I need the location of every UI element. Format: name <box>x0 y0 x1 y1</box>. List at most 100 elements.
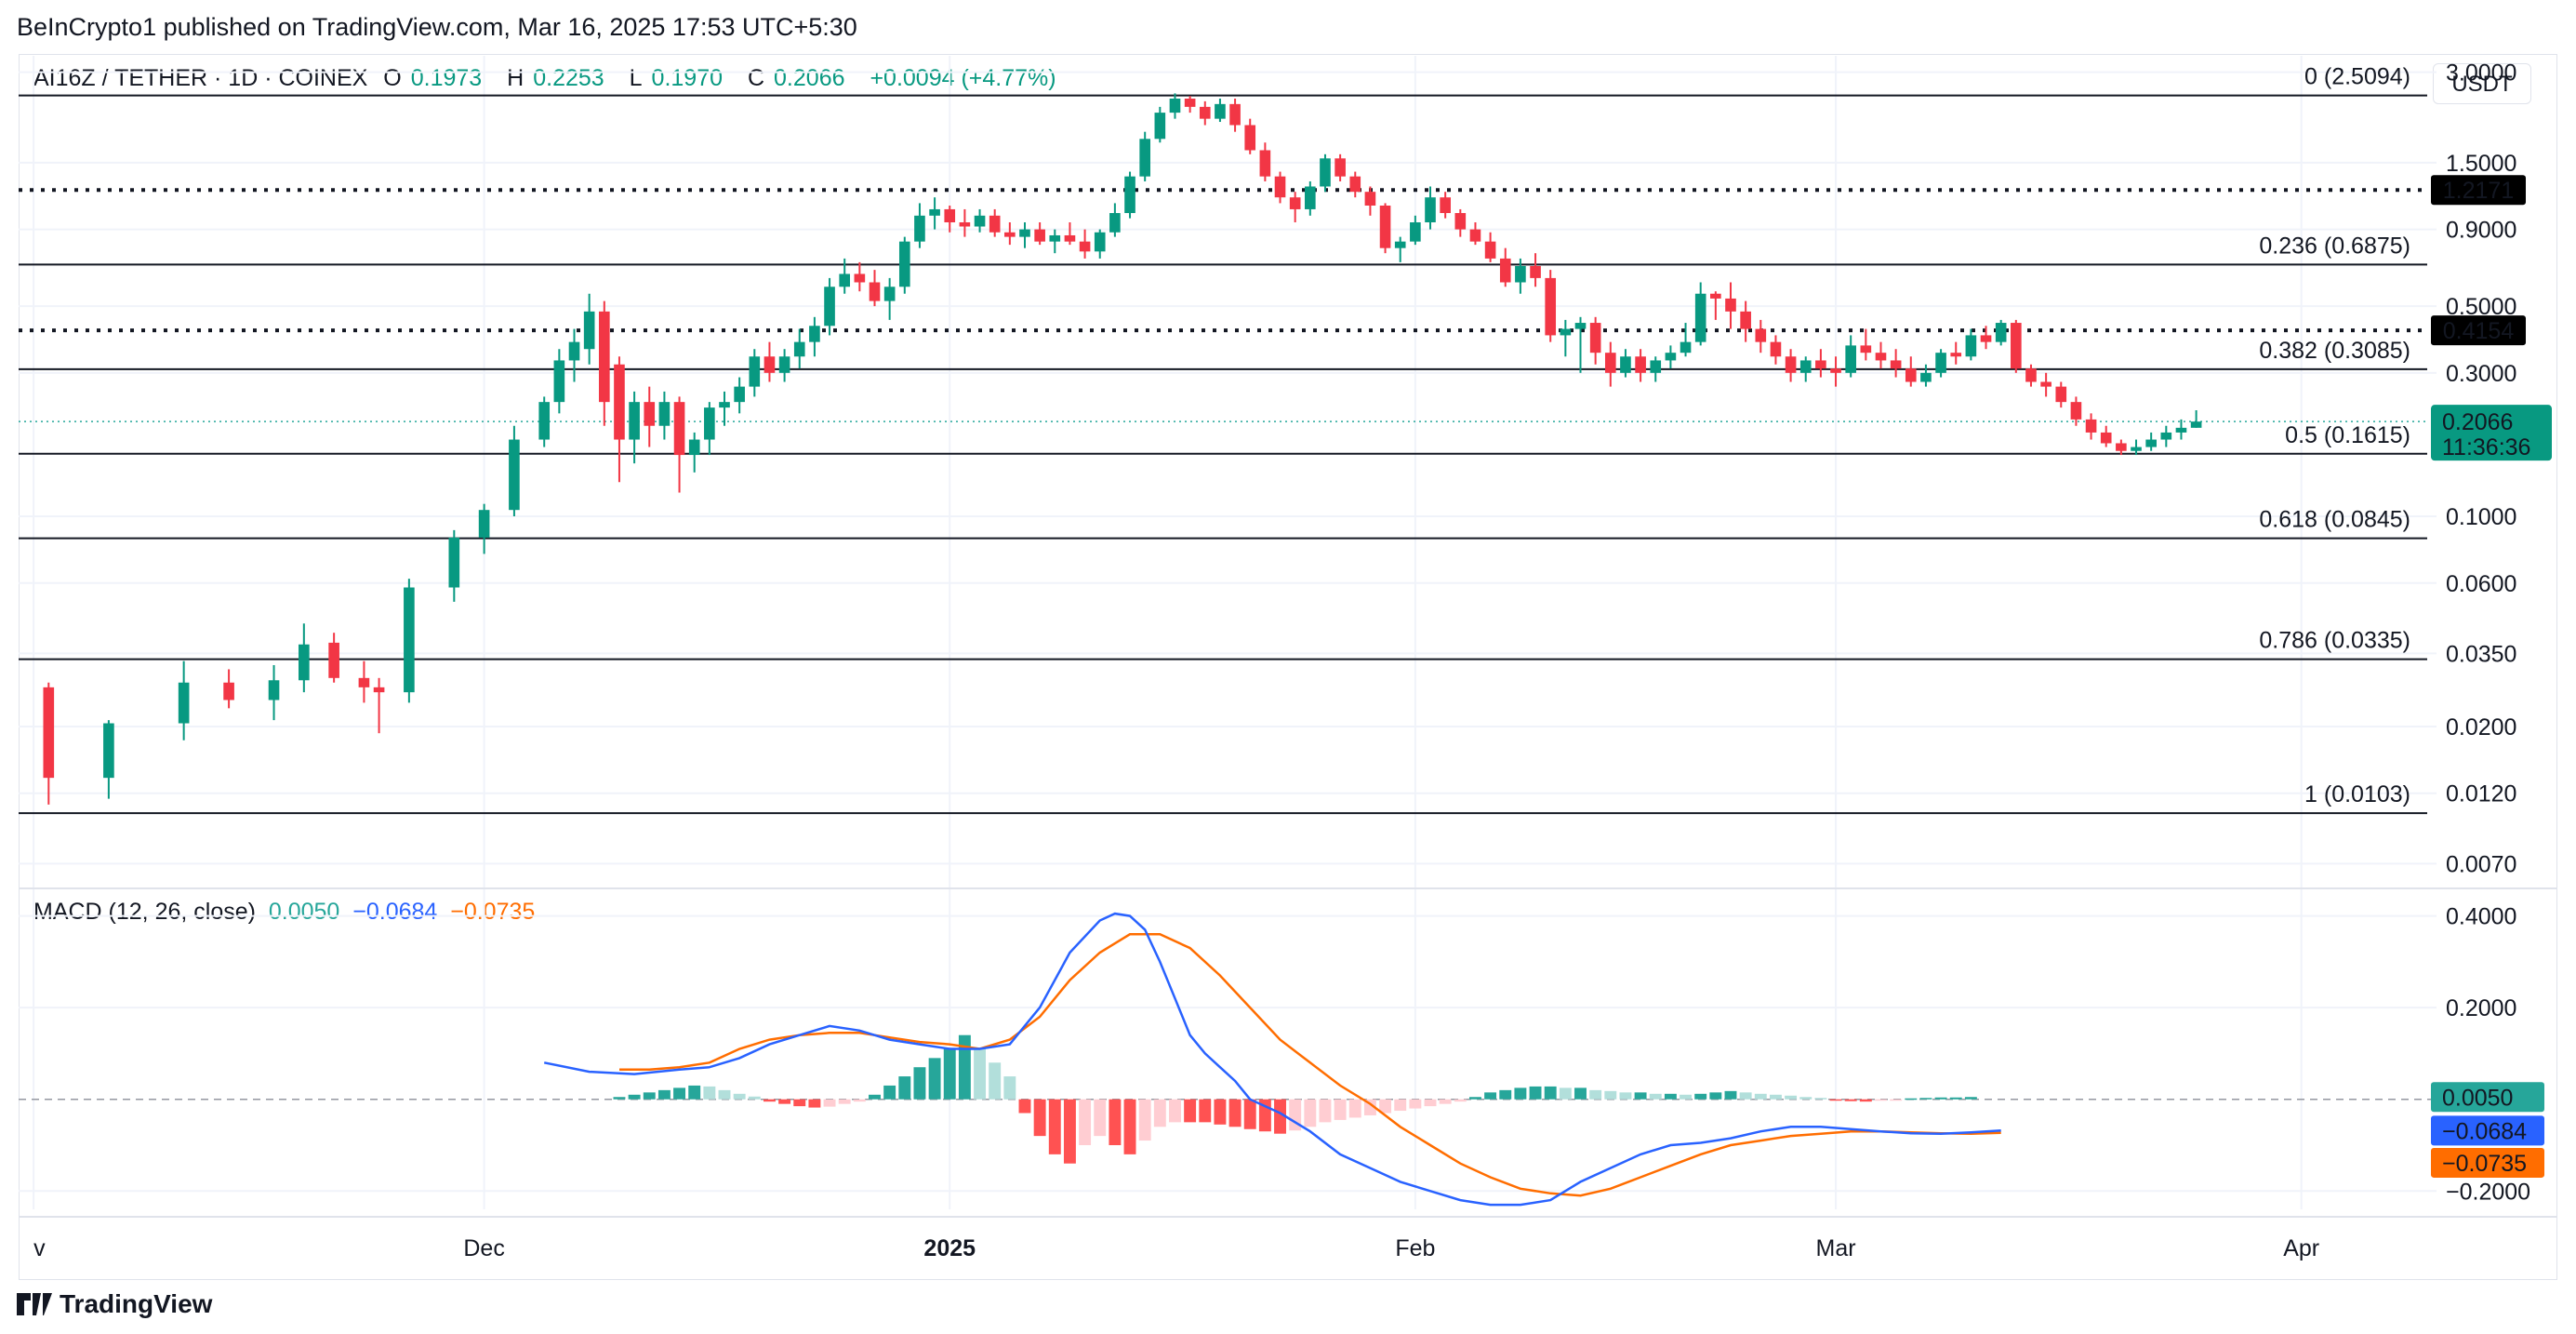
tradingview-mark-icon <box>17 1293 52 1315</box>
candle-body <box>854 273 866 283</box>
macd-histogram-bar <box>1664 1093 1677 1100</box>
fib-level-label: 1 (0.0103) <box>2304 781 2410 807</box>
publisher-line: BeInCrypto1 published on TradingView.com… <box>17 13 857 41</box>
candle-body <box>583 311 595 350</box>
price-axis-tick: 1.5000 <box>2446 151 2516 177</box>
candle-body <box>1665 353 1677 361</box>
candle-body <box>629 402 640 440</box>
candle-body <box>614 364 625 440</box>
macd-histogram-bar <box>748 1096 761 1100</box>
candle-body <box>704 407 715 440</box>
macd-histogram-bar <box>1680 1094 1693 1100</box>
candle-body <box>1530 265 1541 278</box>
macd-histogram-bar <box>1424 1099 1437 1107</box>
candle-body <box>2025 368 2037 382</box>
macd-histogram-bar <box>1319 1099 1332 1123</box>
macd-histogram-bar <box>1454 1099 1467 1102</box>
time-axis-tick: Mar <box>1816 1235 1856 1261</box>
price-axis-tick: 0.0070 <box>2446 851 2516 877</box>
candle-body <box>1995 323 2007 342</box>
macd-histogram-bar <box>657 1089 671 1100</box>
macd-histogram-bar <box>1739 1092 1752 1100</box>
time-axis-tick: 2025 <box>923 1235 976 1261</box>
macd-histogram-bar <box>1905 1098 1918 1101</box>
macd-histogram-bar <box>1694 1093 1707 1100</box>
macd-histogram-bar <box>1769 1094 1782 1100</box>
macd-histogram-bar <box>628 1094 641 1100</box>
candle-body <box>1049 234 1061 242</box>
macd-histogram-bar <box>1754 1093 1767 1100</box>
macd-histogram-bar <box>703 1086 716 1100</box>
candle-body <box>2070 402 2082 420</box>
resistance-badge <box>2431 315 2526 346</box>
macd-legend: MACD (12, 26, close) 0.0050 −0.0684 −0.0… <box>33 899 535 926</box>
macd-signal-badge-label: −0.0735 <box>2442 1151 2527 1177</box>
candle-body <box>974 215 986 227</box>
macd-value-badge-label: −0.0684 <box>2442 1118 2527 1144</box>
macd-histogram-bar <box>989 1062 1002 1100</box>
currency-button[interactable]: USDT <box>2433 63 2531 104</box>
candle-body <box>404 587 415 693</box>
macd-histogram-bar <box>869 1094 881 1100</box>
candle-body <box>1710 293 1721 299</box>
macd-histogram-bar <box>974 1048 986 1100</box>
price-axis-tick: 0.1000 <box>2446 504 2516 530</box>
candle-body <box>299 644 310 681</box>
macd-histogram-bar <box>1649 1093 1662 1100</box>
candle-body <box>103 723 114 779</box>
last-price-countdown: 11:36:36 <box>2442 434 2530 460</box>
price-axis-tick: 0.9000 <box>2446 218 2516 244</box>
candle-body <box>509 439 520 511</box>
macd-histogram-bar <box>1063 1099 1076 1164</box>
macd-histogram-bar <box>898 1076 911 1100</box>
macd-histogram-bar <box>1469 1097 1481 1100</box>
macd-histogram-bar <box>913 1067 926 1100</box>
macd-histogram-bar <box>1619 1092 1632 1100</box>
candle-body <box>1454 213 1467 230</box>
macd-axis-tick: 0.2000 <box>2446 995 2516 1021</box>
macd-histogram-bar <box>883 1085 896 1100</box>
macd-histogram-bar <box>1289 1099 1302 1131</box>
candle-body <box>1484 241 1496 259</box>
price-axis-tick: 3.0000 <box>2446 60 2516 87</box>
macd-histogram-bar <box>1934 1097 1947 1100</box>
macd-histogram-bar <box>1048 1099 1061 1154</box>
macd-histogram-bar <box>853 1099 866 1102</box>
macd-histogram-bar <box>1574 1087 1587 1100</box>
high-value: 0.2253 <box>533 65 604 91</box>
macd-histogram-bar <box>1785 1095 1798 1100</box>
candle-body <box>1094 232 1106 252</box>
candle-body <box>2085 419 2097 433</box>
candle-body <box>538 402 551 440</box>
candle-body <box>448 537 460 588</box>
last-price-badge <box>2431 405 2552 461</box>
candle-body <box>944 208 956 222</box>
macd-histogram-bar <box>1094 1099 1107 1137</box>
candle-body <box>1364 192 1376 206</box>
macd-histogram-bar <box>1589 1089 1602 1100</box>
candle-body <box>1334 158 1346 177</box>
macd-histogram-bar <box>1709 1092 1722 1100</box>
candle-body <box>1079 241 1091 252</box>
candle-body <box>1259 150 1271 177</box>
candle-body <box>1604 353 1616 373</box>
candle-body <box>1034 229 1045 242</box>
macd-histogram-bar <box>688 1085 701 1100</box>
candle-body <box>178 682 190 724</box>
candle-body <box>734 386 745 403</box>
macd-histogram-bar <box>1033 1099 1046 1137</box>
symbol-name[interactable]: AI16Z / TETHER · 1D · COINEX <box>33 65 368 91</box>
macd-legend-label[interactable]: MACD (12, 26, close) <box>33 899 256 925</box>
macd-histogram-bar <box>1799 1097 1812 1100</box>
candle-body <box>1860 345 1872 354</box>
macd-histogram-bar <box>1304 1099 1317 1127</box>
macd-axis-tick: 0.4000 <box>2446 904 2516 930</box>
macd-hist-badge <box>2431 1082 2544 1113</box>
candle-body <box>1875 353 1887 361</box>
candle-body <box>1139 139 1150 177</box>
macd-histogram-bar <box>1018 1099 1031 1114</box>
tradingview-logo[interactable]: TradingView <box>17 1289 212 1319</box>
candle-body <box>1019 229 1030 237</box>
macd-histogram-bar <box>1844 1099 1857 1101</box>
